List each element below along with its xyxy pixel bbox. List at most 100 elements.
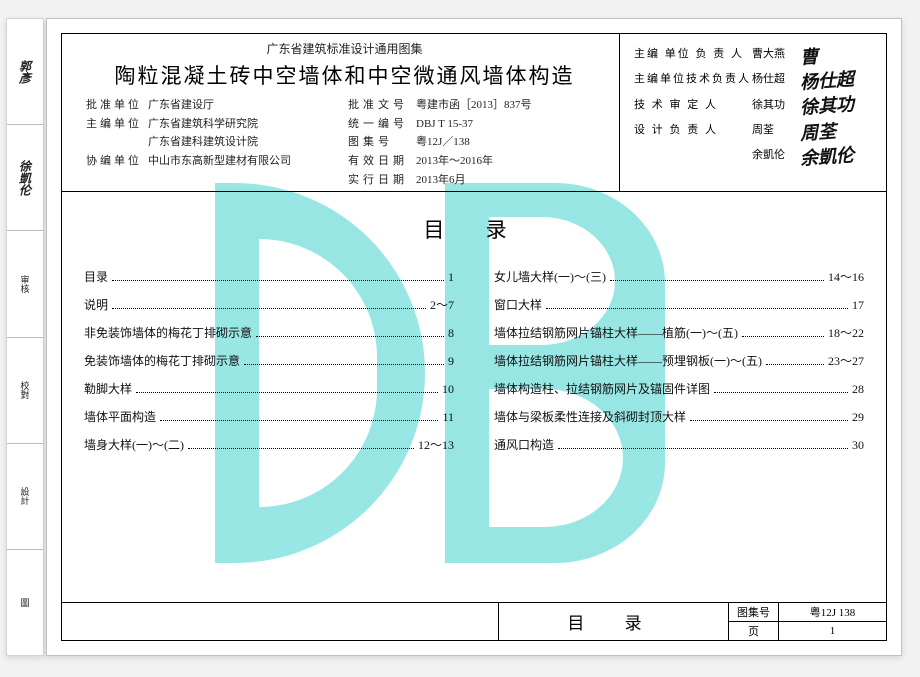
toc-page: 2～7: [430, 296, 454, 313]
document-title: 陶粒混凝土砖中空墙体和中空微通风墙体构造: [86, 60, 603, 90]
footer-cell-label-set: 图集号: [729, 603, 779, 622]
footer-cell-page-no: 1: [779, 622, 886, 641]
toc-label: 说明: [84, 296, 108, 313]
toc-page: 29: [852, 410, 864, 425]
toc-item: 说明 2～7: [84, 296, 454, 313]
hl-value2: DBJ T 15-37: [416, 115, 603, 134]
margin-cell: 徐凱伦: [7, 125, 43, 231]
toc-page: 23～27: [828, 352, 864, 369]
toc-dots: [188, 448, 414, 449]
toc-label: 墙身大样(一)～(二): [84, 436, 184, 453]
toc-dots: [714, 392, 848, 393]
hl-value2: 粤建市函［2013］837号: [416, 96, 603, 115]
left-margin-strip: 郭彥徐凱伦审核校對設計圖: [6, 18, 44, 656]
footer-title: 目 录: [498, 603, 728, 640]
toc-label: 墙体构造柱、拉结钢筋网片及锚固件详图: [494, 380, 710, 397]
toc-item: 通风口构造30: [494, 436, 864, 453]
hl-value: 广东省建筑科学研究院: [148, 115, 348, 134]
toc-col-right: 女儿墙大样(一)～(三)14～16窗口大样17墙体拉结钢筋网片锚柱大样——植筋(…: [494, 268, 864, 464]
toc-item: 免装饰墙体的梅花丁排砌示意 9: [84, 352, 454, 369]
footer-cell-set-no: 粤12J 138: [779, 603, 886, 622]
toc-label: 目录: [84, 268, 108, 285]
hl-value: 广东省建设厅: [148, 96, 348, 115]
toc-page: 9: [448, 354, 454, 369]
hl-label: 协编单位: [86, 152, 148, 171]
header-left-row: 实行日期2013年6月: [86, 171, 603, 190]
title-block: 广东省建筑标准设计通用图集 陶粒混凝土砖中空墙体和中空微通风墙体构造 批准单位广…: [62, 34, 886, 192]
approval-name: 余凱伦: [752, 143, 800, 168]
toc-item: 女儿墙大样(一)～(三)14～16: [494, 268, 864, 285]
hl-value: [148, 171, 348, 190]
toc-dots: [610, 280, 824, 281]
hl-value: 广东省建科建筑设计院: [148, 133, 348, 152]
hl-value2: 2013年6月: [416, 171, 603, 190]
approval-row: 技 术 审 定 人徐其功徐其功: [634, 93, 880, 118]
toc-col-left: 目录 1 说明 2～7 非免装饰墙体的梅花丁排砌示意 8 免装饰墙体的梅花丁排砌示意 9 勒脚大…: [84, 268, 454, 464]
toc-dots: [136, 392, 438, 393]
toc-item: 墙身大样(一)～(二)12～13: [84, 436, 454, 453]
approval-name: 曹大燕: [752, 42, 800, 67]
toc-dots: [742, 336, 824, 337]
toc-dots: [546, 308, 848, 309]
margin-cell: 郭彥: [7, 19, 43, 125]
hl-label2: 有效日期: [348, 152, 416, 171]
hl-label: 主编单位: [86, 115, 148, 134]
toc-dots: [112, 280, 444, 281]
signature: 徐其功: [799, 93, 880, 117]
header-left-row: 主编单位广东省建筑科学研究院统一编号DBJ T 15-37: [86, 115, 603, 134]
hl-value2: 粤12J／138: [416, 133, 603, 152]
toc-label: 窗口大样: [494, 296, 542, 313]
toc-item: 墙体平面构造 11: [84, 408, 454, 425]
approval-role: 技 术 审 定 人: [634, 93, 752, 118]
toc-label: 非免装饰墙体的梅花丁排砌示意: [84, 324, 252, 341]
toc-page: 28: [852, 382, 864, 397]
hl-label: 批准单位: [86, 96, 148, 115]
toc-label: 免装饰墙体的梅花丁排砌示意: [84, 352, 240, 369]
header-left-row: 协编单位中山市东高新型建材有限公司有效日期2013年～2016年: [86, 152, 603, 171]
toc-label: 勒脚大样: [84, 380, 132, 397]
toc-dots: [244, 364, 444, 365]
toc-label: 墙体拉结钢筋网片锚柱大样——植筋(一)～(五): [494, 324, 738, 341]
approval-row: 设 计 负 责 人周荃周荃: [634, 118, 880, 143]
hl-label: [86, 133, 148, 152]
toc-label: 女儿墙大样(一)～(三): [494, 268, 606, 285]
title-block-right: 主编 单位 负 责 人曹大燕曹主编单位技术负责人杨仕超杨仕超技 术 审 定 人徐…: [620, 34, 886, 191]
footer: 目 录 图集号 粤12J 138 页 1: [62, 602, 886, 640]
header-left-row: 广东省建科建筑设计院图集号粤12J／138: [86, 133, 603, 152]
toc-dots: [766, 364, 824, 365]
toc-label: 墙体平面构造: [84, 408, 156, 425]
header-left-row: 批准单位广东省建设厅批准文号粤建市函［2013］837号: [86, 96, 603, 115]
toc-dots: [256, 336, 444, 337]
signature: 周荃: [799, 119, 880, 143]
approval-role: 主编 单位 负 责 人: [634, 42, 752, 67]
footer-grid: 图集号 粤12J 138 页 1: [728, 603, 886, 640]
toc-label: 墙体与梁板柔性连接及斜砌封顶大样: [494, 408, 686, 425]
toc-page: 18～22: [828, 324, 864, 341]
toc-item: 勒脚大样 10: [84, 380, 454, 397]
approval-row: 余凱伦余凱伦: [634, 143, 880, 168]
toc-dots: [112, 308, 426, 309]
toc-item: 墙体构造柱、拉结钢筋网片及锚固件详图 28: [494, 380, 864, 397]
title-block-left: 广东省建筑标准设计通用图集 陶粒混凝土砖中空墙体和中空微通风墙体构造 批准单位广…: [62, 34, 620, 191]
toc-page: 10: [442, 382, 454, 397]
hl-label2: 图集号: [348, 133, 416, 152]
margin-cell: 校對: [7, 338, 43, 444]
toc-page: 1: [448, 270, 454, 285]
toc-page: 11: [442, 410, 454, 425]
margin-cell: 审核: [7, 231, 43, 337]
series-name: 广东省建筑标准设计通用图集: [86, 40, 603, 57]
drawing-sheet: 广东省建筑标准设计通用图集 陶粒混凝土砖中空墙体和中空微通风墙体构造 批准单位广…: [46, 18, 902, 656]
toc-item: 墙体拉结钢筋网片锚柱大样——植筋(一)～(五) 18～22: [494, 324, 864, 341]
toc-dots: [558, 448, 848, 449]
approval-name: 杨仕超: [752, 67, 800, 92]
hl-label2: 统一编号: [348, 115, 416, 134]
approval-role: 设 计 负 责 人: [634, 118, 752, 143]
approval-row: 主编单位技术负责人杨仕超杨仕超: [634, 67, 880, 92]
approval-role: 主编单位技术负责人: [634, 67, 752, 92]
toc-label: 通风口构造: [494, 436, 554, 453]
toc-page: 8: [448, 326, 454, 341]
sheet-frame: 广东省建筑标准设计通用图集 陶粒混凝土砖中空墙体和中空微通风墙体构造 批准单位广…: [61, 33, 887, 641]
toc-label: 墙体拉结钢筋网片锚柱大样——预埋钢板(一)～(五): [494, 352, 762, 369]
approval-name: 徐其功: [752, 93, 800, 118]
margin-cell: 圖: [7, 550, 43, 655]
